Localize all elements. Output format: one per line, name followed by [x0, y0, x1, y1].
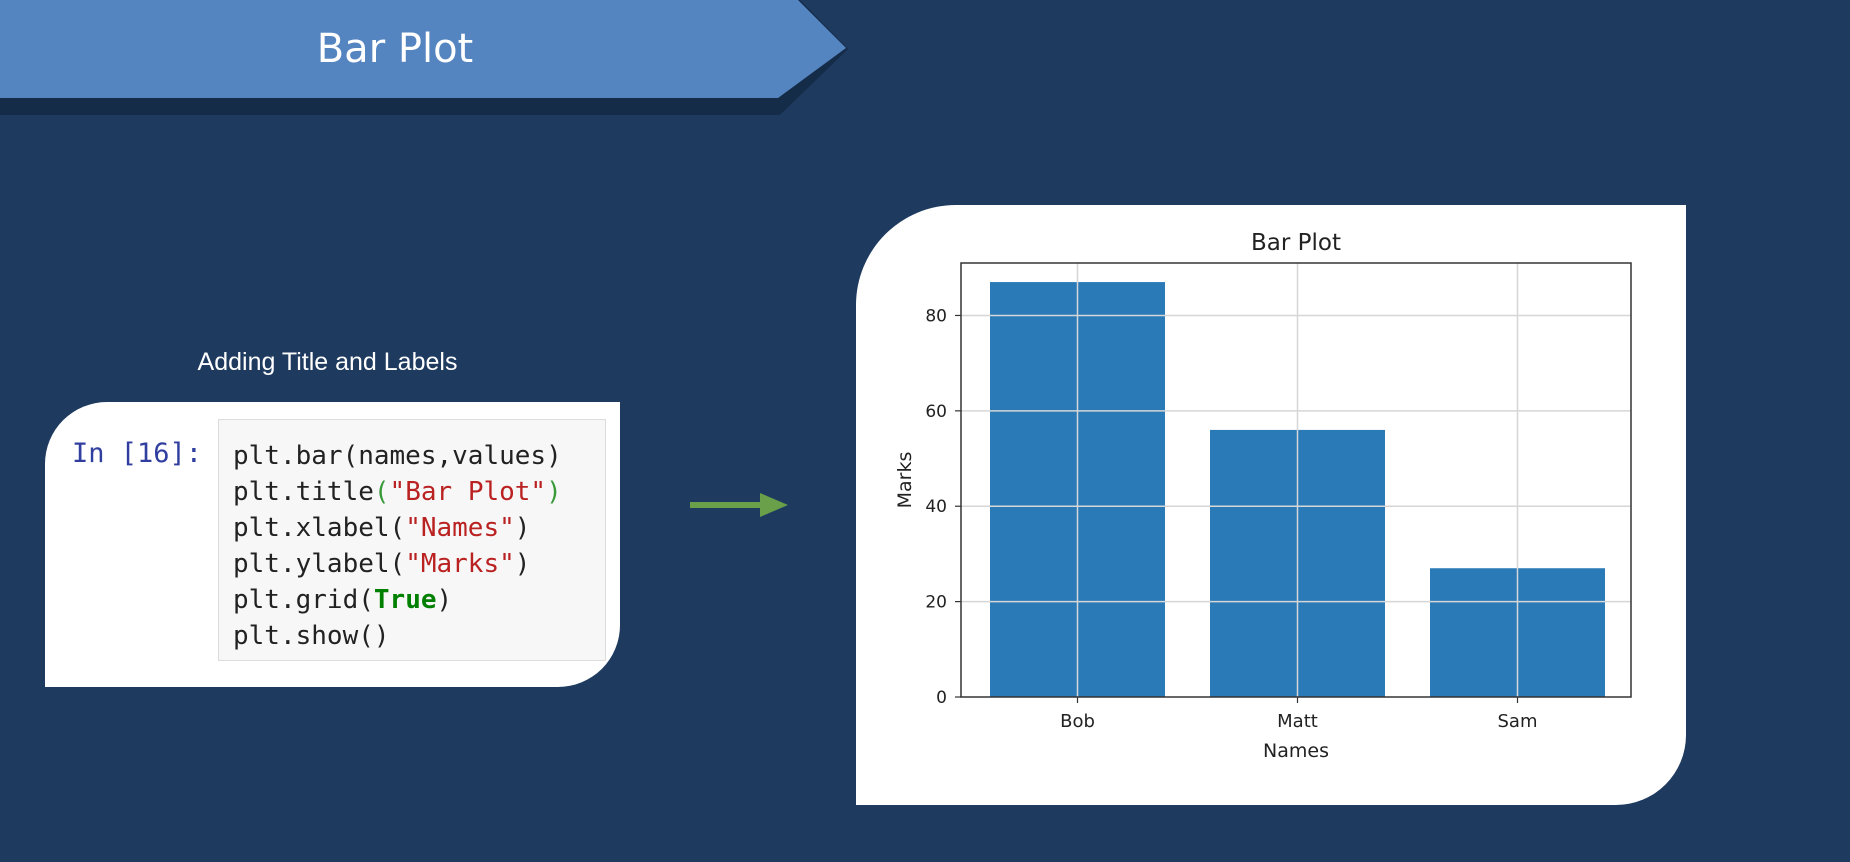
code-line: plt.xlabel("Names")	[233, 510, 605, 546]
x-tick-label: Sam	[1498, 711, 1538, 732]
y-tick-label: 60	[925, 402, 947, 422]
code-token: )	[546, 477, 562, 507]
x-tick-label: Matt	[1277, 711, 1318, 732]
code-token: )	[514, 549, 531, 579]
code-line: plt.show()	[233, 618, 605, 654]
y-axis-label: Marks	[894, 452, 916, 509]
code-line: plt.title("Bar Plot")	[233, 474, 605, 510]
code-token: plt.show()	[233, 621, 390, 651]
code-token: plt.ylabel(	[233, 549, 406, 579]
right-arrow-icon	[690, 493, 788, 517]
code-line: plt.ylabel("Marks")	[233, 546, 605, 582]
code-token: (	[373, 477, 390, 507]
code-token: )	[436, 585, 453, 615]
plot-frame	[960, 262, 1632, 698]
code-line: plt.grid(True)	[233, 582, 605, 618]
y-tick-label: 20	[925, 593, 947, 613]
x-axis-label: Names	[1263, 740, 1329, 762]
cell-prompt: In [16]:	[72, 438, 203, 469]
code-token: )	[514, 513, 531, 543]
code-token: True	[373, 585, 437, 615]
code-line: plt.bar(names,values)	[233, 438, 605, 474]
code-token: "Bar Plot"	[389, 477, 547, 507]
code-cell[interactable]: plt.bar(names,values) plt.title("Bar Plot…	[218, 419, 606, 661]
y-tick-label: 0	[936, 688, 947, 708]
chart-title: Bar Plot	[1251, 230, 1341, 256]
section-heading: Adding Title and Labels	[197, 348, 458, 376]
x-tick-label: Bob	[1060, 711, 1095, 732]
code-token: "Names"	[405, 513, 515, 543]
code-token: plt.xlabel(	[233, 513, 406, 543]
code-token: "Marks"	[405, 549, 515, 579]
y-tick-label: 40	[925, 497, 947, 517]
code-token: plt.bar(names,values)	[233, 441, 562, 471]
bar-chart: Bar Plot Names Marks 0 20 40 60 80 Bob Matt Sam	[894, 230, 1632, 762]
code-token: plt.grid(	[233, 585, 374, 615]
page-title: Bar Plot	[316, 26, 474, 72]
banner-shape	[0, 0, 848, 115]
title-banner: Bar Plot	[0, 0, 850, 115]
code-token: plt.title	[233, 477, 374, 507]
y-tick-label: 80	[925, 306, 947, 326]
